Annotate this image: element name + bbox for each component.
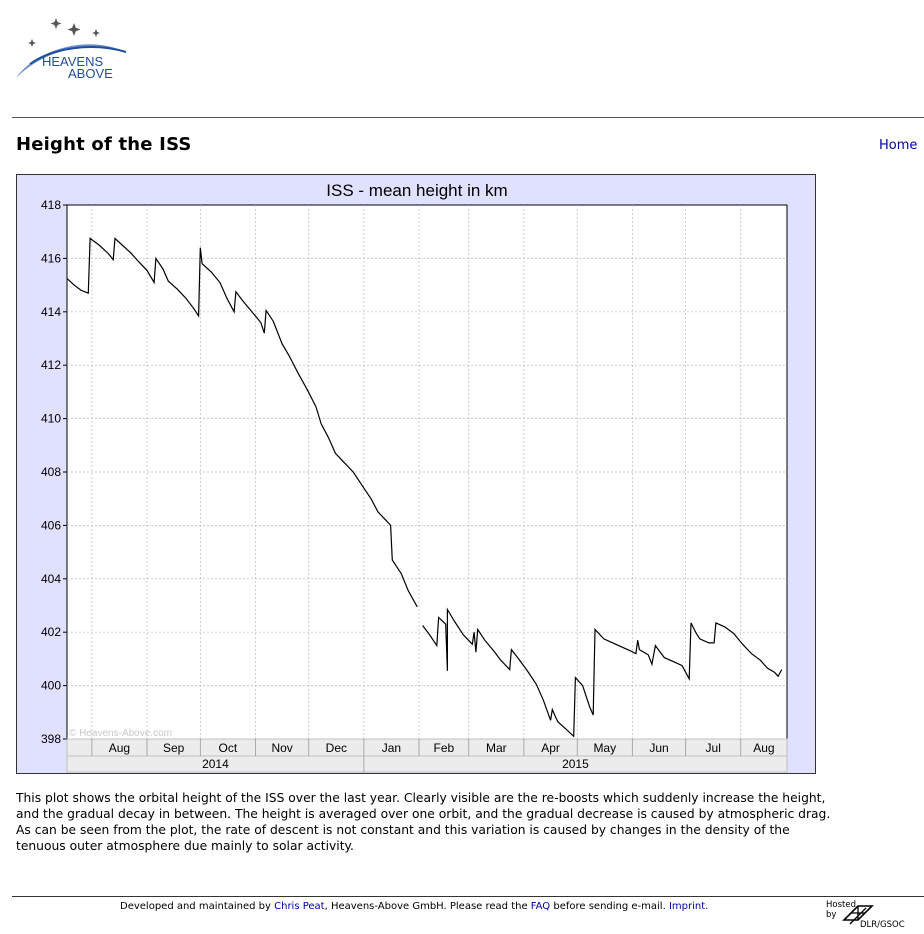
iss-height-chart: ISS - mean height in km 398 400 402 404 406 4… (41, 181, 788, 773)
x-tick-label: Dec (326, 741, 347, 755)
x-tick-label: Nov (271, 741, 292, 755)
hosted-by-label: Hosted by (826, 900, 856, 920)
hosted-line: by (826, 910, 837, 920)
y-tick-label: 412 (41, 358, 61, 372)
chart-frame: ISS - mean height in km 398 400 402 404 406 4… (16, 174, 816, 774)
grid-lines (67, 205, 787, 739)
chart-description: This plot shows the orbital height of th… (16, 791, 831, 853)
x-tick-label: Aug (753, 741, 774, 755)
x-tick-label: Feb (434, 741, 455, 755)
x-tick-label: Jun (649, 741, 668, 755)
y-tick-label: 410 (41, 412, 61, 426)
y-tick-label: 398 (41, 732, 61, 746)
year-label: 2014 (202, 757, 229, 771)
author-link[interactable]: Chris Peat (274, 901, 325, 912)
logo-text-heavens: HEAVENS (42, 54, 103, 69)
chart-title: ISS - mean height in km (326, 181, 507, 200)
heavens-above-logo[interactable]: HEAVENS ABOVE (12, 14, 142, 84)
x-tick-label: Apr (541, 741, 560, 755)
y-tick-label: 402 (41, 625, 61, 639)
y-tick-label: 408 (41, 465, 61, 479)
chart-watermark: © Heavens-Above.com (69, 728, 172, 739)
x-axis-year-band (66, 755, 788, 773)
dlr-logo-icon[interactable] (838, 900, 878, 928)
home-link[interactable]: Home (879, 138, 918, 153)
page-title: Height of the ISS (16, 134, 192, 155)
footer-text: . (705, 901, 709, 912)
hosted-line: Hosted (826, 900, 856, 910)
stars-icon (28, 18, 100, 47)
x-tick-label: Mar (486, 741, 507, 755)
year-label: 2015 (562, 757, 589, 771)
footer-text: Developed and maintained by (120, 901, 275, 912)
imprint-link[interactable]: Imprint (668, 901, 706, 912)
swoosh-icon (16, 44, 126, 78)
y-tick-label: 404 (41, 572, 61, 586)
dlr-gsoc-label: DLR/GSOC (860, 920, 905, 930)
series-layer (66, 237, 783, 738)
footer-divider (12, 896, 924, 897)
x-tick-label: Jul (706, 741, 721, 755)
logo-text-above: ABOVE (68, 66, 113, 81)
footer-text: before sending e-mail. (550, 901, 669, 912)
y-tick-label: 400 (41, 679, 61, 693)
faq-link[interactable]: FAQ (530, 901, 551, 912)
x-tick-label: Oct (219, 741, 238, 755)
x-axis-labels: Aug Sep Oct Nov Dec Jan Feb Mar Apr May Jun Jul Aug 2… (91, 739, 775, 772)
x-tick-label: Aug (109, 741, 130, 755)
header-divider (12, 117, 924, 118)
y-tick-label: 406 (41, 518, 61, 532)
footer-text: , Heavens-Above GmbH. Please read the (324, 901, 531, 912)
y-tick-label: 414 (41, 305, 61, 319)
footer: Developed and maintained by Chris Peat, … (120, 901, 708, 912)
x-tick-label: Sep (163, 741, 185, 755)
y-tick-label: 418 (41, 198, 61, 212)
axes: 398 400 402 404 406 408 410 412 414 416 418 (41, 198, 67, 746)
x-tick-label: Jan (382, 741, 401, 755)
x-tick-label: May (593, 741, 616, 755)
y-tick-label: 416 (41, 251, 61, 265)
series-line (66, 237, 783, 738)
